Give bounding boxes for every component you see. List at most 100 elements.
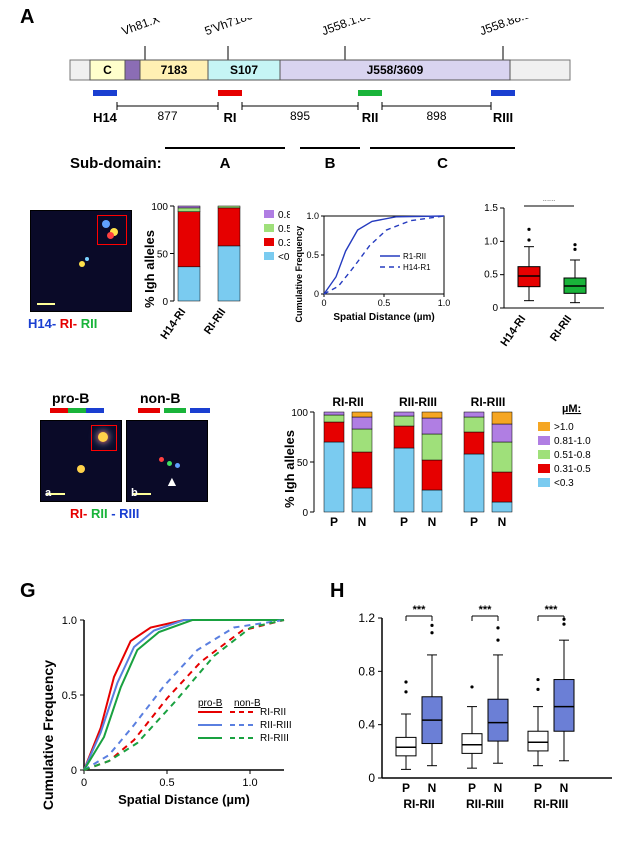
- svg-text:N: N: [358, 515, 367, 529]
- svg-text:H14-RI: H14-RI: [499, 313, 529, 348]
- subdomain-label: Sub-domain:: [70, 155, 162, 172]
- svg-text:P: P: [534, 781, 542, 795]
- gene-map: Vh81.X 5'Vh7183 J558.1.85 (3'558) J558.88.1…: [60, 18, 580, 183]
- svg-text:0: 0: [321, 298, 326, 308]
- svg-text:B: B: [325, 155, 336, 172]
- svg-text:H14-R1: H14-R1: [403, 263, 431, 272]
- svg-text:RII-RIII: RII-RIII: [399, 395, 437, 409]
- svg-text:S107: S107: [230, 63, 258, 77]
- micrograph-h14-ri-rii: [30, 210, 132, 312]
- svg-text:0.31-0.5: 0.31-0.5: [554, 464, 591, 475]
- svg-text:R1-RII: R1-RII: [403, 252, 426, 261]
- svg-text:0.8: 0.8: [358, 664, 375, 678]
- svg-text:RI-RII: RI-RII: [260, 707, 286, 718]
- svg-text:***: ***: [545, 604, 559, 616]
- svg-text:J558.1.85 (3'558): J558.1.85 (3'558): [320, 18, 412, 38]
- svg-text:0.81-1.0: 0.81-1.0: [554, 436, 591, 447]
- svg-text:0: 0: [314, 289, 319, 299]
- svg-text:0.81-1.0: 0.81-1.0: [278, 210, 290, 221]
- svg-text:1.5: 1.5: [484, 203, 498, 214]
- panel-letter-a: A: [20, 6, 34, 29]
- svg-text:1.0: 1.0: [62, 615, 77, 627]
- svg-text:RII: RII: [362, 110, 379, 125]
- svg-text:0: 0: [492, 303, 498, 314]
- svg-text:0: 0: [162, 297, 168, 308]
- svg-text:0.5: 0.5: [484, 270, 498, 281]
- svg-text:pro-B: pro-B: [198, 698, 223, 709]
- stacked-bar-b: % Igh alleles 050100H14-RIRI-RII0.81-1.0…: [150, 200, 290, 360]
- svg-text:J558.88.194: J558.88.194: [478, 18, 545, 38]
- micrograph-proB: a: [40, 420, 122, 502]
- boxplot-b: 0 0.5 1.0 1.5 H14-RI RI-RII ***: [480, 200, 610, 360]
- svg-text:RI-RII: RI-RII: [202, 306, 228, 336]
- svg-text:P: P: [400, 515, 408, 529]
- svg-text:RI-RII: RI-RII: [332, 395, 363, 409]
- micrograph-caption-2: RI- RII - RIII: [70, 506, 139, 521]
- svg-text:N: N: [498, 515, 507, 529]
- svg-text:0.5: 0.5: [62, 690, 77, 702]
- svg-text:Spatial Distance (µm): Spatial Distance (µm): [118, 792, 250, 807]
- boxplot-h: 00.40.81.2PN***RI-RIIPN***RII-RIIIPN***R…: [350, 602, 620, 842]
- micrograph-nonB: ▲ b: [126, 420, 208, 502]
- svg-text:1.0: 1.0: [438, 298, 451, 308]
- svg-text:895: 895: [290, 109, 310, 123]
- svg-text:***: ***: [413, 604, 427, 616]
- svg-text:***: ***: [543, 200, 557, 207]
- header-nonB: non-B: [140, 390, 180, 406]
- svg-text:non-B: non-B: [234, 698, 261, 709]
- svg-text:Vh81.X: Vh81.X: [120, 18, 162, 38]
- panel-letter-g: G: [20, 580, 36, 603]
- cdf-g: Cumulative Frequency 00.51.000.51.0Spati…: [50, 610, 310, 830]
- svg-text:1.2: 1.2: [358, 611, 375, 625]
- header-proB: pro-B: [52, 390, 89, 406]
- svg-text:RI-RII: RI-RII: [548, 313, 574, 343]
- svg-text:<0.3: <0.3: [554, 478, 574, 489]
- stacked-bar-c: % Igh alleles 050100PNRI-RIIPNRII-RIIIPN…: [290, 390, 620, 560]
- svg-text:1.0: 1.0: [484, 236, 498, 247]
- svg-text:<0.3: <0.3: [278, 252, 290, 263]
- svg-text:0.51-0.8: 0.51-0.8: [278, 224, 290, 235]
- svg-text:0: 0: [368, 771, 375, 785]
- svg-text:0.5: 0.5: [159, 777, 174, 789]
- svg-text:H14-RI: H14-RI: [159, 306, 189, 341]
- svg-text:7183: 7183: [161, 63, 188, 77]
- svg-text:898: 898: [426, 109, 446, 123]
- svg-text:100: 100: [151, 202, 168, 213]
- svg-text:0.5: 0.5: [378, 298, 391, 308]
- svg-text:0: 0: [71, 765, 77, 777]
- svg-text:N: N: [428, 515, 437, 529]
- svg-text:RI-RIII: RI-RIII: [260, 733, 289, 744]
- svg-text:0.5: 0.5: [306, 250, 319, 260]
- svg-text:H14: H14: [93, 110, 118, 125]
- micrograph-caption-1: H14- RI- RII: [28, 316, 97, 331]
- svg-text:P: P: [468, 781, 476, 795]
- svg-text:N: N: [428, 781, 437, 795]
- svg-text:RI: RI: [224, 110, 237, 125]
- svg-text:0.51-0.8: 0.51-0.8: [554, 450, 591, 461]
- svg-text:RI-RIII: RI-RIII: [471, 395, 506, 409]
- svg-text:A: A: [220, 155, 231, 172]
- svg-text:0.31-0.5: 0.31-0.5: [278, 238, 290, 249]
- svg-text:RIII: RIII: [493, 110, 513, 125]
- svg-text:RII-RIII: RII-RIII: [260, 720, 292, 731]
- svg-text:0: 0: [302, 508, 308, 519]
- svg-text:877: 877: [157, 109, 177, 123]
- svg-text:5'Vh7183: 5'Vh7183: [203, 18, 255, 38]
- svg-text:1.0: 1.0: [242, 777, 257, 789]
- svg-text:50: 50: [157, 250, 169, 261]
- svg-text:>1.0: >1.0: [554, 422, 574, 433]
- svg-text:1.0: 1.0: [306, 211, 319, 221]
- svg-text:N: N: [560, 781, 569, 795]
- svg-text:P: P: [470, 515, 478, 529]
- svg-text:RII-RIII: RII-RIII: [466, 797, 504, 811]
- svg-text:J558/3609: J558/3609: [367, 63, 424, 77]
- svg-text:C: C: [103, 63, 112, 77]
- svg-text:RI-RIII: RI-RIII: [534, 797, 569, 811]
- svg-text:0.4: 0.4: [358, 718, 375, 732]
- svg-text:50: 50: [297, 458, 309, 469]
- svg-text:C: C: [437, 155, 448, 172]
- panel-letter-h: H: [330, 580, 344, 603]
- svg-text:µM:: µM:: [562, 403, 581, 415]
- svg-text:P: P: [330, 515, 338, 529]
- svg-text:N: N: [494, 781, 503, 795]
